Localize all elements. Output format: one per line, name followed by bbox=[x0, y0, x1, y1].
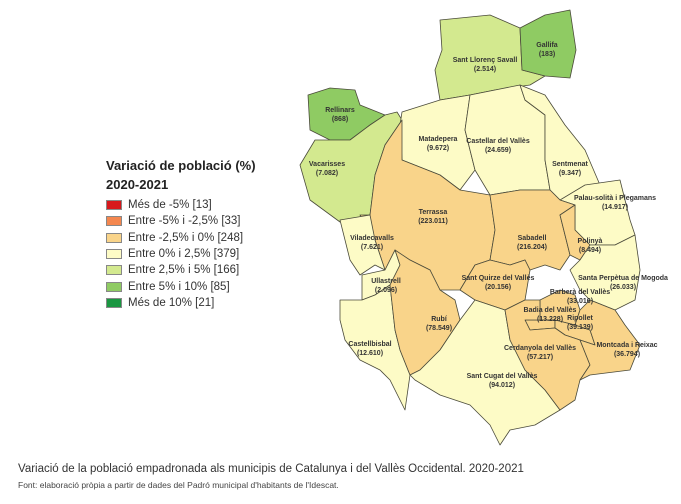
legend-item: Entre 5% i 10% [85] bbox=[106, 278, 256, 294]
municipality-population: (13.228) bbox=[537, 316, 563, 323]
municipality-population: (33.016) bbox=[567, 298, 593, 305]
municipality-name: Sant Quirze del Vallès bbox=[462, 275, 535, 282]
municipality-name: Sant Llorenç Savall bbox=[453, 57, 518, 64]
legend-label: Entre -2,5% i 0% [248] bbox=[128, 231, 244, 244]
municipality-montcada-i-reixac bbox=[574, 299, 641, 381]
municipality-population: (9.347) bbox=[559, 170, 581, 177]
municipality-name: Castellar del Vallès bbox=[466, 138, 530, 145]
municipality-name: Terrassa bbox=[419, 209, 448, 216]
municipality-population: (24.659) bbox=[485, 147, 511, 154]
municipality-name: Ripollet bbox=[567, 315, 593, 322]
municipality-name: Polinyà bbox=[578, 238, 603, 245]
municipality-population: (183) bbox=[539, 51, 555, 58]
municipality-population: (216.204) bbox=[517, 244, 547, 251]
municipality-name: Ullastrell bbox=[371, 278, 401, 285]
municipality-name: Sant Cugat del Vallès bbox=[467, 373, 538, 380]
municipality-gallifa bbox=[519, 9, 577, 79]
municipality-population: (20.156) bbox=[485, 284, 511, 291]
legend: Variació de població (%) 2020-2021 Més d… bbox=[106, 156, 256, 311]
legend-swatch bbox=[106, 265, 122, 276]
legend-swatch bbox=[106, 249, 122, 260]
municipality-population: (7.082) bbox=[316, 170, 338, 177]
vallès-occidental-map: Sant Llorenç Savall (2.514) Gallifa (183) Re… bbox=[299, 9, 668, 446]
legend-title: Variació de població (%) bbox=[106, 158, 256, 173]
legend-swatch bbox=[106, 232, 122, 243]
legend-item: Entre -5% i -2,5% [33] bbox=[106, 213, 256, 229]
municipality-name: Palau-solità i Plegamans bbox=[574, 195, 656, 202]
municipality-name: Santa Perpètua de Mogoda bbox=[578, 275, 668, 282]
legend-label: Entre -5% i -2,5% [33] bbox=[128, 215, 241, 228]
municipality-population: (7.621) bbox=[361, 244, 383, 251]
municipality-population: (2.096) bbox=[375, 287, 397, 294]
municipality-population: (223.011) bbox=[418, 218, 448, 225]
legend-item: Entre -2,5% i 0% [248] bbox=[106, 230, 256, 246]
municipality-population: (12.610) bbox=[357, 350, 383, 357]
legend-label: Entre 5% i 10% [85] bbox=[128, 280, 230, 293]
legend-swatch bbox=[106, 200, 122, 211]
municipality-name: Gallifa bbox=[536, 42, 558, 49]
municipality-population: (868) bbox=[332, 116, 348, 123]
municipality-population: (78.549) bbox=[426, 325, 452, 332]
municipality-name: Barberà del Vallès bbox=[550, 289, 610, 296]
municipality-sabadell bbox=[489, 189, 576, 271]
municipality-population: (9.672) bbox=[427, 145, 449, 152]
legend-item: Més de -5% [13] bbox=[106, 197, 256, 213]
municipality-viladecavalls bbox=[339, 214, 386, 276]
municipality-population: (8.494) bbox=[579, 247, 601, 254]
municipality-name: Sentmenat bbox=[552, 161, 588, 168]
municipality-population: (14.917) bbox=[602, 204, 628, 211]
municipality-population: (39.139) bbox=[567, 324, 593, 331]
municipality-population: (94.012) bbox=[489, 382, 515, 389]
legend-period: 2020-2021 bbox=[106, 177, 169, 192]
legend-item: Entre 0% i 2,5% [379] bbox=[106, 246, 256, 262]
municipality-name: Rellinars bbox=[325, 107, 355, 114]
municipality-population: (36.794) bbox=[614, 351, 640, 358]
municipality-name: Sabadell bbox=[518, 235, 547, 242]
municipality-castellbisbal bbox=[339, 284, 411, 411]
legend-item: Més de 10% [21] bbox=[106, 295, 256, 311]
municipality-name: Castellbisbal bbox=[348, 341, 391, 348]
legend-item: Entre 2,5% i 5% [166] bbox=[106, 262, 256, 278]
municipality-name: Vacarisses bbox=[309, 161, 345, 168]
municipality-name: Cerdanyola del Vallès bbox=[504, 345, 576, 352]
legend-swatch bbox=[106, 297, 122, 308]
legend-swatch bbox=[106, 216, 122, 227]
municipality-population: (57.217) bbox=[527, 354, 553, 361]
legend-label: Més de -5% [13] bbox=[128, 199, 212, 212]
municipality-name: Rubí bbox=[431, 316, 448, 323]
map-caption: Variació de la població empadronada als … bbox=[18, 463, 524, 475]
legend-label: Entre 2,5% i 5% [166] bbox=[128, 264, 240, 277]
municipality-population: (26.033) bbox=[610, 284, 636, 291]
municipality-name: Badia del Vallès bbox=[524, 307, 577, 314]
map-source: Font: elaboració pròpia a partir de dade… bbox=[18, 480, 339, 490]
municipality-name: Viladecavalls bbox=[350, 235, 394, 242]
legend-label: Entre 0% i 2,5% [379] bbox=[128, 248, 240, 261]
legend-label: Més de 10% [21] bbox=[128, 296, 215, 309]
legend-swatch bbox=[106, 281, 122, 292]
municipality-population: (2.514) bbox=[474, 66, 496, 73]
municipality-name: Montcada i Reixac bbox=[596, 342, 657, 349]
municipality-name: Matadepera bbox=[419, 136, 458, 143]
